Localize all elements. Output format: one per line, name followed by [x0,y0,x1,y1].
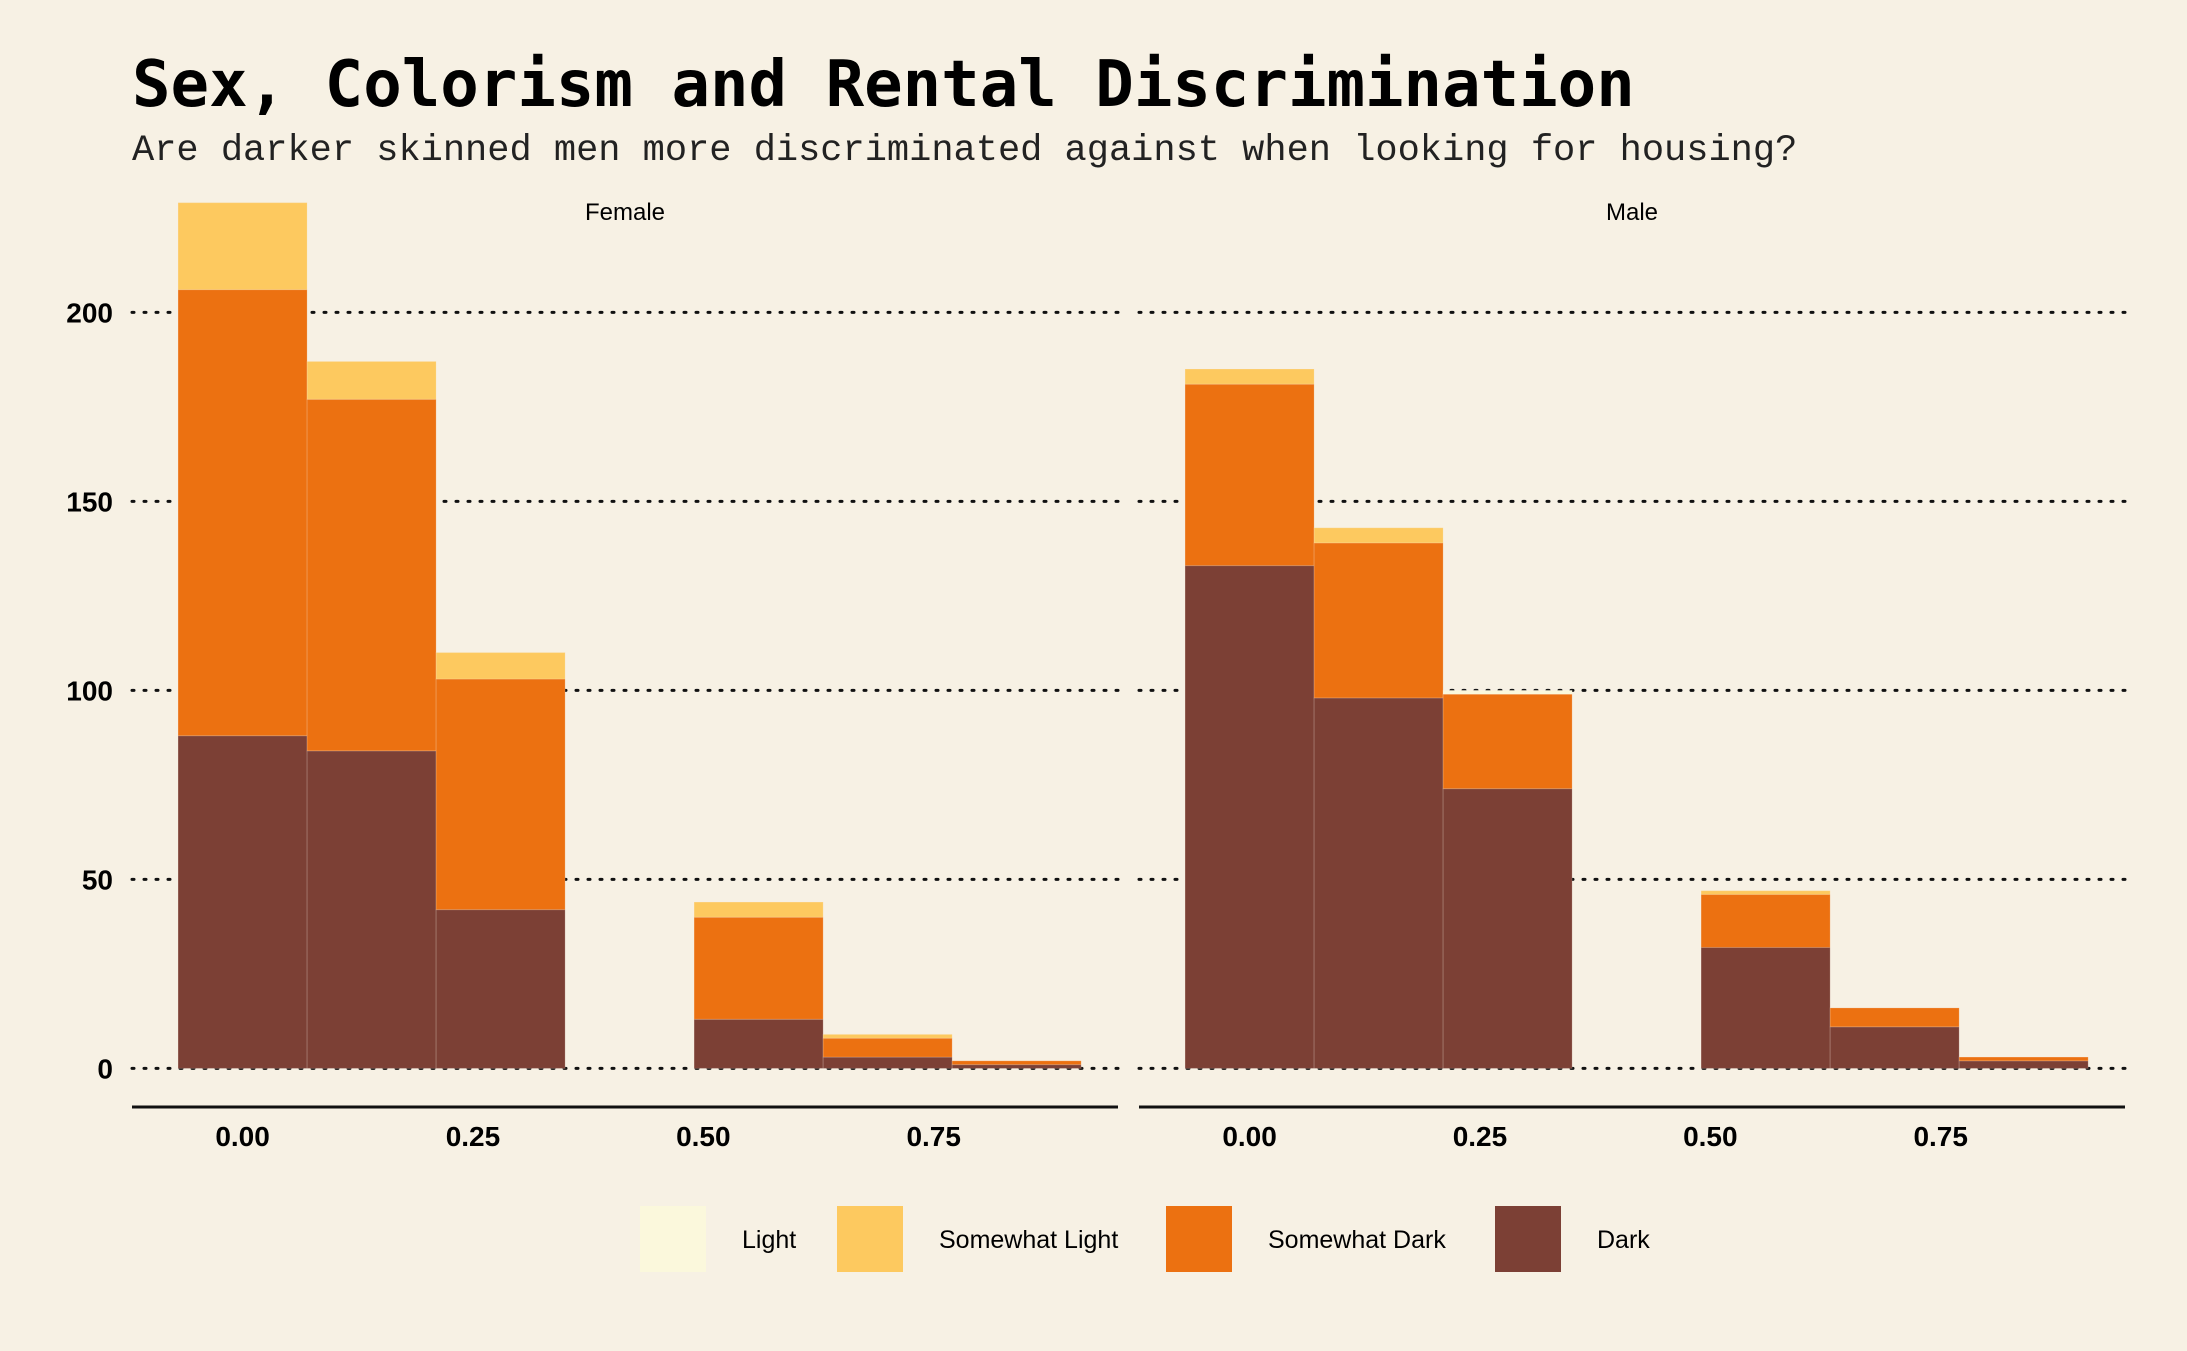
bar-somewhat-light [822,1033,953,1039]
legend-swatch [1495,1206,1561,1272]
bar-dark [177,735,308,1069]
bar-somewhat-dark [822,1037,953,1058]
bar-somewhat-dark [177,289,308,737]
bar-somewhat-dark [1184,383,1315,567]
y-tick-label: 200 [66,297,113,328]
chart-title: Sex, Colorism and Rental Discrimination [132,48,1635,122]
bar-light [1442,689,1573,695]
bar-somewhat-dark [435,678,566,911]
bar-somewhat-light [1184,368,1315,385]
bar-dark [1829,1026,1960,1069]
x-tick-label: 0.25 [446,1121,501,1152]
x-tick-label: 0.50 [1683,1121,1738,1152]
bar-dark [1442,788,1573,1069]
bar-somewhat-light [306,360,437,400]
bar-dark [693,1018,824,1069]
bar-somewhat-dark [1958,1056,2089,1062]
y-tick-label: 150 [66,486,113,517]
legend-label: Somewhat Dark [1268,1226,1446,1254]
facet-label: Male [1606,199,1658,226]
bar-dark [1700,946,1831,1069]
bar-somewhat-light [1700,890,1831,896]
x-tick-label: 0.25 [1453,1121,1508,1152]
bar-dark [306,750,437,1069]
legend-swatch [837,1206,903,1272]
y-tick-label: 50 [82,864,113,895]
chart-subtitle: Are darker skinned men more discriminate… [132,130,1797,172]
bar-somewhat-dark [1700,894,1831,948]
bar-somewhat-light [435,652,566,680]
facet-label: Female [585,199,665,226]
x-tick-label: 0.00 [215,1121,270,1152]
bar-somewhat-light [1313,527,1444,544]
legend-label: Dark [1597,1226,1650,1254]
y-tick-label: 100 [66,675,113,706]
x-tick-label: 0.75 [906,1121,961,1152]
x-tick-label: 0.00 [1222,1121,1277,1152]
bar-somewhat-light [177,202,308,291]
bar-dark [1313,697,1444,1069]
bar-somewhat-light [693,901,824,918]
bar-somewhat-dark [693,916,824,1020]
y-tick-label: 0 [97,1053,113,1084]
panel-male: Male 0.00 0.25 0.50 0.75 [1137,199,2127,1152]
x-tick-label: 0.75 [1913,1121,1968,1152]
legend: Light Somewhat Light Somewhat Dark Dark [640,1206,1650,1272]
bar-somewhat-dark [1442,693,1573,790]
legend-label: Somewhat Light [939,1226,1118,1254]
bar-dark [822,1056,953,1069]
legend-swatch [640,1206,706,1272]
bar-dark [435,909,566,1069]
bar-somewhat-dark [1313,542,1444,699]
bar-dark [1958,1060,2089,1069]
x-tick-label: 0.50 [676,1121,731,1152]
legend-label: Light [742,1226,796,1254]
bar-dark [1184,565,1315,1069]
panel-female: Female 0.00 0.25 0.50 0.75 0 50 100 150 200 [66,199,1120,1152]
legend-swatch [1166,1206,1232,1272]
bar-somewhat-dark [951,1060,1082,1066]
bar-somewhat-dark [1829,1007,1960,1028]
bar-dark [951,1064,1082,1069]
bar-somewhat-dark [306,398,437,752]
